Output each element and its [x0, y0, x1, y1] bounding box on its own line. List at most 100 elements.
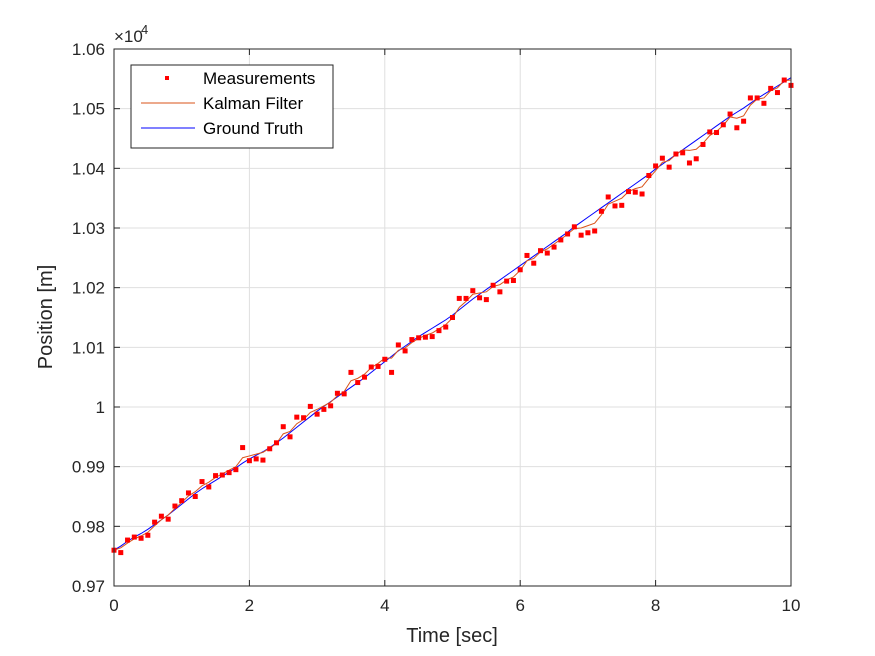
measurement-point	[179, 498, 185, 504]
measurement-point	[125, 537, 131, 543]
measurement-point	[260, 457, 266, 463]
measurement-point	[538, 248, 544, 254]
y-tick-label: 0.99	[72, 458, 105, 477]
y-tick-label: 0.98	[72, 517, 105, 536]
measurement-point	[138, 535, 144, 541]
measurement-point	[233, 467, 239, 473]
measurement-point	[206, 484, 212, 490]
measurement-point	[619, 202, 625, 208]
measurement-point	[334, 390, 340, 396]
legend-box	[130, 64, 334, 149]
legend-marker-measurements	[165, 76, 169, 80]
measurement-point	[612, 203, 618, 209]
measurement-point	[754, 95, 760, 101]
measurement-point	[463, 295, 469, 301]
measurement-point	[761, 100, 767, 106]
x-tick-label: 10	[782, 596, 801, 615]
measurement-point	[551, 244, 557, 250]
measurement-point	[646, 172, 652, 178]
y-tick-label: 1.06	[72, 40, 105, 59]
y-exponent-base: ×10	[114, 27, 143, 46]
measurement-point	[131, 534, 137, 540]
measurement-point	[348, 369, 354, 375]
x-tick-label: 8	[651, 596, 660, 615]
y-tick-label: 1.05	[72, 100, 105, 119]
measurement-point	[226, 470, 232, 476]
y-tick-label: 1.04	[72, 159, 105, 178]
measurement-point	[558, 237, 564, 243]
measurement-point	[307, 403, 313, 409]
measurement-point	[734, 125, 740, 131]
legend-label-measurements: Measurements	[203, 69, 315, 88]
measurement-point	[152, 519, 158, 525]
measurement-point	[605, 194, 611, 200]
measurement-point	[727, 111, 733, 117]
measurement-point	[361, 374, 367, 380]
measurement-point	[314, 411, 320, 417]
measurement-point	[287, 434, 293, 440]
measurement-point	[510, 278, 516, 284]
measurement-point	[693, 156, 699, 162]
measurement-point	[673, 151, 679, 157]
measurement-point	[416, 335, 422, 341]
measurement-point	[382, 356, 388, 362]
measurement-point	[280, 424, 286, 430]
measurement-point	[253, 456, 259, 462]
x-tick-label: 6	[515, 596, 524, 615]
y-tick-label: 1	[96, 398, 105, 417]
measurement-point	[707, 129, 713, 135]
measurement-point	[199, 479, 205, 485]
measurement-point	[477, 295, 483, 301]
measurement-point	[747, 95, 753, 101]
legend-label-kalman: Kalman Filter	[203, 94, 303, 113]
series-layer	[111, 77, 794, 556]
measurement-point	[185, 490, 191, 496]
measurement-point	[571, 224, 577, 230]
measurement-point	[768, 85, 774, 91]
y-tick-label: 0.97	[72, 577, 105, 596]
x-tick-label: 0	[109, 596, 118, 615]
plot-frame	[113, 48, 792, 587]
measurement-point	[578, 232, 584, 238]
measurement-point	[450, 315, 455, 320]
measurement-point	[490, 282, 496, 288]
measurement-point	[158, 513, 164, 519]
measurement-point	[497, 289, 503, 295]
measurement-point	[598, 208, 604, 214]
measurement-point	[246, 458, 252, 464]
grid	[113, 48, 792, 587]
measurement-point	[213, 473, 219, 479]
measurement-point	[368, 364, 374, 370]
measurement-point	[585, 230, 591, 236]
measurement-point	[700, 141, 706, 147]
measurement-point	[165, 516, 171, 522]
measurement-point	[395, 342, 401, 348]
measurement-point	[267, 446, 273, 452]
measurement-point	[192, 494, 198, 499]
measurement-point	[389, 369, 395, 375]
measurement-point	[219, 472, 225, 478]
measurement-point	[741, 118, 747, 124]
x-axis-title: Time [sec]	[406, 625, 498, 647]
measurement-point	[686, 160, 692, 166]
measurement-point	[639, 191, 645, 197]
y-axis-title: Position [m]	[35, 265, 57, 369]
axis-ticks: 0 2 4 6 8 10 0.97 0.98 0.99 1 1.01 1.02 1.03 1.04 1.05…	[72, 40, 801, 615]
measurement-point	[355, 380, 361, 386]
legend: Measurements Kalman Filter Ground Truth	[130, 64, 334, 149]
measurement-point	[666, 164, 672, 170]
y-tick-label: 1.03	[72, 219, 105, 238]
measurement-point	[456, 295, 462, 301]
measurement-point	[470, 288, 476, 294]
y-exponent-power: 4	[141, 22, 148, 37]
measurement-point	[375, 363, 381, 369]
x-tick-label: 2	[245, 596, 254, 615]
measurement-point	[592, 228, 598, 234]
measurement-point	[328, 403, 334, 409]
measurement-point	[409, 337, 415, 343]
measurement-point	[659, 155, 665, 161]
measurement-point	[531, 260, 537, 266]
measurement-point	[781, 77, 787, 83]
measurement-point	[321, 406, 327, 412]
